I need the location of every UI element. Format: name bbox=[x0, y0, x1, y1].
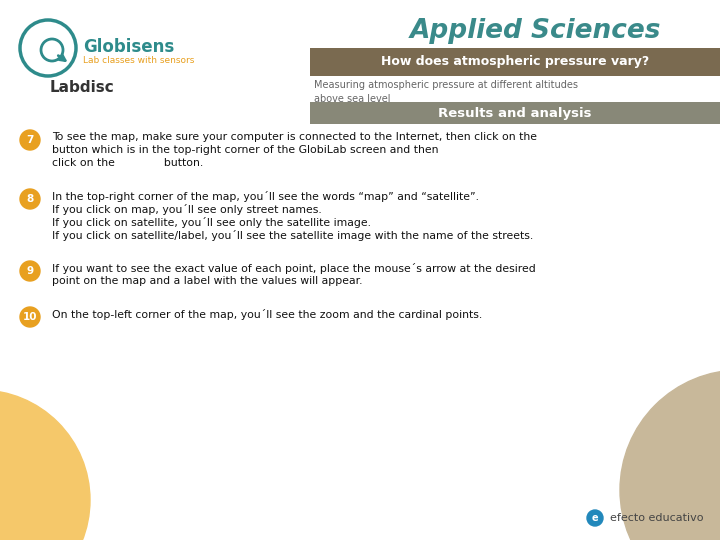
Circle shape bbox=[587, 510, 603, 526]
FancyBboxPatch shape bbox=[310, 48, 720, 76]
Circle shape bbox=[20, 307, 40, 327]
Circle shape bbox=[20, 261, 40, 281]
Text: Lab classes with sensors: Lab classes with sensors bbox=[83, 56, 194, 65]
Circle shape bbox=[0, 390, 90, 540]
Circle shape bbox=[20, 130, 40, 150]
Text: Results and analysis: Results and analysis bbox=[438, 106, 592, 119]
Text: 8: 8 bbox=[27, 194, 34, 204]
Text: point on the map and a label with the values will appear.: point on the map and a label with the va… bbox=[52, 276, 362, 286]
Text: efecto educativo: efecto educativo bbox=[610, 513, 703, 523]
Text: Labdisc: Labdisc bbox=[50, 80, 114, 95]
Text: How does atmospheric pressure vary?: How does atmospheric pressure vary? bbox=[381, 56, 649, 69]
Text: button which is in the top-right corner of the GlobiLab screen and then: button which is in the top-right corner … bbox=[52, 145, 438, 155]
Text: If you click on satellite/label, you´ll see the satellite image with the name of: If you click on satellite/label, you´ll … bbox=[52, 230, 534, 241]
FancyBboxPatch shape bbox=[310, 102, 720, 124]
Text: 10: 10 bbox=[23, 312, 37, 322]
Text: If you want to see the exact value of each point, place the mouse´s arrow at the: If you want to see the exact value of ea… bbox=[52, 263, 536, 274]
Text: 7: 7 bbox=[27, 135, 34, 145]
Text: click on the              button.: click on the button. bbox=[52, 158, 203, 168]
Text: 9: 9 bbox=[27, 266, 34, 276]
Circle shape bbox=[620, 370, 720, 540]
Circle shape bbox=[20, 189, 40, 209]
Text: Applied Sciences: Applied Sciences bbox=[409, 18, 661, 44]
Text: If you click on map, you´ll see only street names.: If you click on map, you´ll see only str… bbox=[52, 204, 322, 215]
Text: To see the map, make sure your computer is connected to the Internet, then click: To see the map, make sure your computer … bbox=[52, 132, 537, 142]
Text: In the top-right corner of the map, you´ll see the words “map” and “satellite”.: In the top-right corner of the map, you´… bbox=[52, 191, 479, 202]
Text: Measuring atmospheric pressure at different altitudes
above sea level: Measuring atmospheric pressure at differ… bbox=[314, 80, 578, 104]
Text: On the top-left corner of the map, you´ll see the zoom and the cardinal points.: On the top-left corner of the map, you´l… bbox=[52, 309, 482, 320]
Text: Globisens: Globisens bbox=[83, 38, 174, 56]
Text: If you click on satellite, you´ll see only the satellite image.: If you click on satellite, you´ll see on… bbox=[52, 217, 371, 228]
Text: e: e bbox=[592, 513, 598, 523]
